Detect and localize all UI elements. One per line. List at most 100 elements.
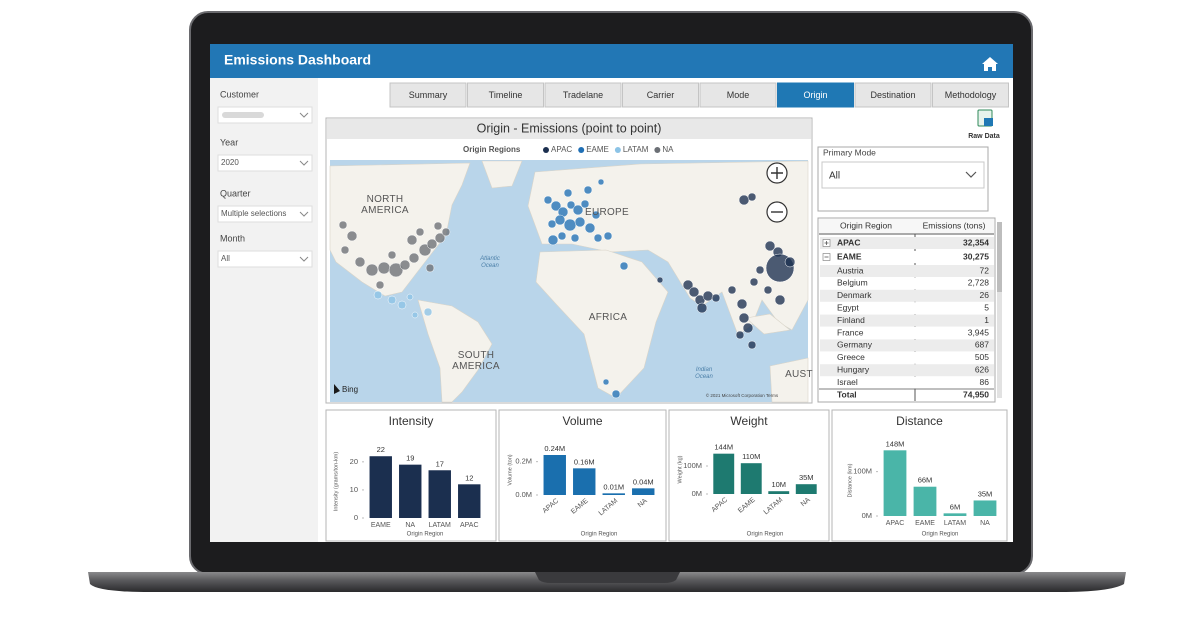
x-tick-label: LATAM	[944, 520, 966, 527]
y-tick-label: 0M	[692, 489, 702, 498]
y-tick-label: 0.2M	[515, 457, 532, 466]
tab[interactable]	[777, 82, 854, 108]
dropdown-chevron	[299, 160, 309, 166]
emission-bubble	[742, 322, 754, 334]
data-label: 148M	[886, 439, 905, 448]
table-cell: APAC	[837, 237, 860, 247]
emission-bubble	[550, 200, 562, 212]
data-label: 66M	[918, 476, 933, 485]
table-row	[820, 277, 994, 290]
table-cell: Germany	[837, 340, 873, 350]
x-tick-label: NA	[405, 522, 415, 529]
table-row	[820, 302, 994, 315]
raw-data-icon-badge	[984, 118, 993, 126]
tab[interactable]	[467, 82, 544, 108]
primary-mode-dropdown[interactable]	[821, 161, 985, 189]
table-cell: Greece	[837, 352, 865, 362]
map-label: EUROPE	[584, 207, 630, 218]
chart-panel	[831, 409, 1008, 542]
table-cell: Denmark	[837, 290, 872, 300]
emission-bubble	[566, 200, 576, 210]
data-label: 22	[377, 445, 385, 454]
table-cell: 72	[980, 265, 990, 275]
zoom-in-icon	[771, 167, 783, 179]
x-axis-label: Origin Region	[922, 532, 959, 538]
emission-bubble	[574, 216, 586, 228]
table-header	[819, 219, 994, 233]
tab-label: Timeline	[489, 90, 523, 100]
emission-bubble	[774, 294, 786, 306]
emission-bubble	[563, 218, 577, 232]
y-axis-label: Weight (kg)	[677, 455, 683, 483]
x-tick-label: NA	[800, 496, 812, 508]
tab-label: Summary	[409, 90, 448, 100]
filter-value: All	[221, 254, 230, 263]
filter-dropdown[interactable]	[217, 154, 313, 172]
data-label: 35M	[799, 473, 814, 482]
emission-bubble	[434, 232, 446, 244]
emission-bubble	[583, 185, 593, 195]
dropdown-chevron	[299, 112, 309, 118]
land-africa	[535, 249, 669, 399]
filter-dropdown[interactable]	[217, 106, 313, 124]
x-tick-label: NA	[980, 520, 990, 527]
emission-bubble	[747, 340, 757, 350]
emission-bubble	[365, 263, 379, 277]
tab-label: Methodology	[945, 90, 997, 100]
tab[interactable]	[389, 82, 467, 108]
x-tick-label: APAC	[886, 520, 905, 527]
tab[interactable]	[544, 82, 622, 108]
chart-title: Intensity	[389, 414, 434, 428]
data-label: 0.24M	[544, 444, 565, 453]
emission-bubble	[688, 286, 700, 298]
tab[interactable]	[699, 82, 777, 108]
home-icon[interactable]	[982, 57, 998, 71]
y-tick-label: 100M	[853, 467, 872, 476]
bar	[913, 486, 937, 516]
emission-bubble	[764, 240, 776, 252]
tab-label: Tradelane	[563, 90, 603, 100]
land-australia	[769, 357, 809, 403]
table-cell: 26	[980, 290, 990, 300]
emission-bubble	[755, 265, 765, 275]
map-label: Atlantic Ocean	[480, 256, 500, 269]
emission-bubble	[425, 263, 435, 273]
filter-label: Month	[220, 233, 245, 243]
table-row	[820, 376, 994, 389]
x-tick-label: APAC	[460, 522, 479, 529]
legend-label: APAC	[551, 145, 572, 154]
x-tick-label: EAME	[915, 520, 935, 527]
x-tick-label: LATAM	[429, 522, 451, 529]
table-row	[820, 364, 994, 377]
emission-bubble	[738, 312, 750, 324]
emission-bubble	[572, 204, 584, 216]
emission-bubble	[738, 194, 750, 206]
tab[interactable]	[622, 82, 699, 108]
bar	[973, 500, 997, 516]
bar	[632, 488, 655, 495]
x-tick-label: NA	[637, 497, 649, 509]
land-eurasia	[527, 160, 809, 336]
emission-bubble	[682, 279, 694, 291]
emission-bubble	[591, 210, 601, 220]
map-copyright: © 2021 Microsoft Corporation Terms	[706, 392, 779, 398]
chart-title: Distance	[896, 414, 943, 428]
table-cell: 32,354	[963, 237, 989, 247]
slicer-value: All	[829, 171, 840, 182]
tab[interactable]	[854, 82, 932, 108]
data-label: 110M	[742, 452, 760, 461]
filter-label: Year	[220, 137, 238, 147]
emission-bubble	[423, 307, 433, 317]
data-label: 19	[406, 454, 414, 463]
data-label: 35M	[978, 489, 993, 498]
filter-dropdown[interactable]	[217, 250, 313, 268]
map-label: NORTH AMERICA	[361, 194, 409, 216]
y-tick-label: 100M	[683, 461, 702, 470]
x-axis-label: Origin Region	[747, 532, 784, 538]
emission-bubble	[554, 214, 566, 226]
filter-dropdown[interactable]	[217, 205, 313, 223]
emission-bubble	[411, 311, 419, 319]
tab[interactable]	[932, 82, 1009, 108]
y-tick-label: 0	[354, 513, 358, 522]
